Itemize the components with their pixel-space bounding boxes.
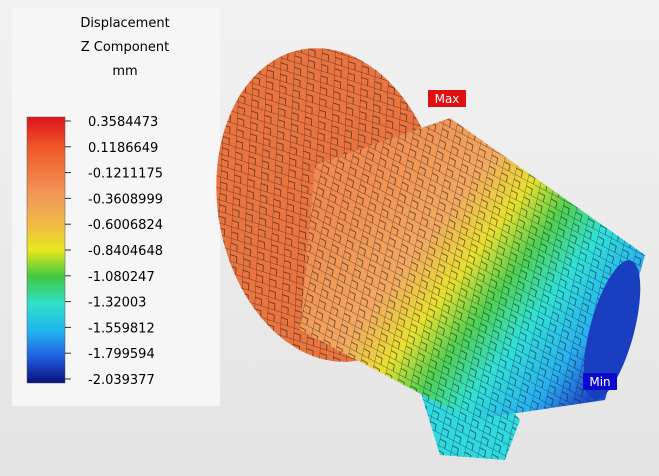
tick-label: -0.6006824 [88,218,163,233]
tick-label: -1.32003 [88,296,146,311]
tick-label: -2.039377 [88,373,155,388]
tick-label: -1.559812 [88,321,155,336]
tick-label: 0.1186649 [88,141,158,156]
tick-label: -0.3608999 [88,192,163,207]
tick-label: -1.080247 [88,270,155,285]
tick-label: -0.1211175 [88,167,163,182]
tick-label: 0.3584473 [88,115,158,130]
legend-title: Z Component [81,40,170,55]
scene: Max Min Displacement Z Component mm 0.35844… [0,0,659,476]
tick-label: -0.8404648 [88,244,163,259]
part-model [192,30,652,460]
max-label: Max [435,92,460,106]
legend-title: Displacement [80,16,169,31]
tick-label: -1.799594 [88,347,155,362]
color-bar [27,117,65,383]
legend-title: mm [112,64,137,79]
min-label: Min [589,375,610,389]
viewport: Max Min Displacement Z Component mm 0.35844… [0,0,659,476]
